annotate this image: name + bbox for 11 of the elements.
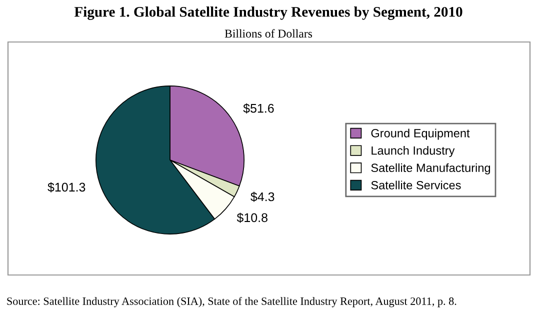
legend-label: Ground Equipment [371, 128, 470, 140]
legend-label: Satellite Manufacturing [371, 163, 490, 174]
data-label: $51.6 [243, 103, 274, 114]
chart-subtitle: Billions of Dollars [224, 29, 312, 38]
data-label: $10.8 [236, 212, 268, 223]
chart-title: Figure 1. Global Satellite Industry Revenues by Segment, 2010 [74, 6, 462, 20]
source-note: Source: Satellite Industry Association (SIA), State of the Satellite Industry Report, August 2011, p. 8. [7, 297, 456, 308]
data-label: $101.3 [48, 182, 86, 192]
data-label: $4.3 [250, 192, 274, 202]
legend-label: Launch Industry [372, 146, 455, 158]
legend-label: Satellite Services [371, 180, 461, 190]
